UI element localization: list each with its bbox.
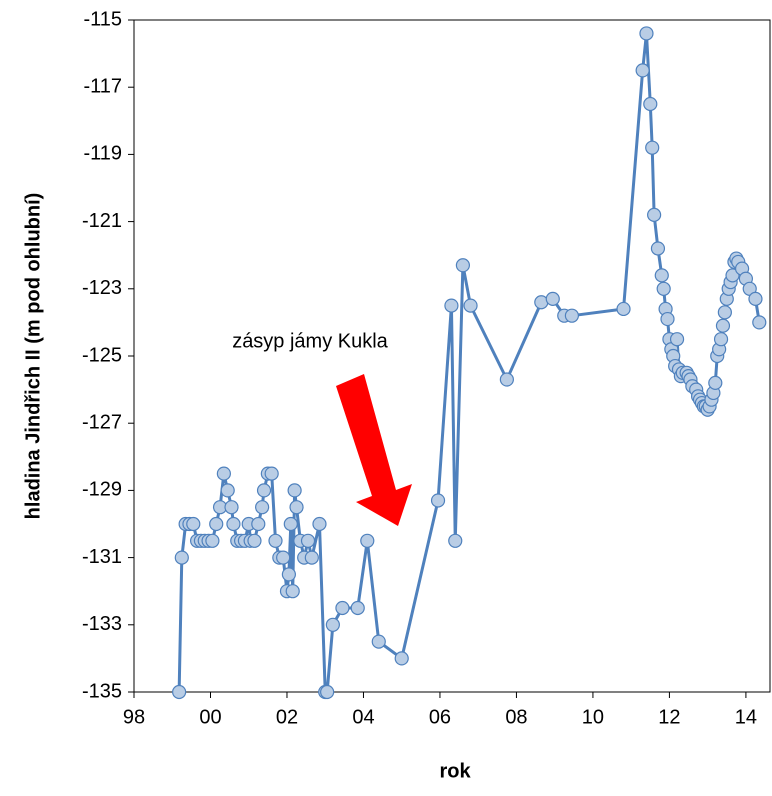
y-tick-label: -121 [82, 210, 122, 232]
y-tick-label: -115 [83, 8, 122, 30]
marker [209, 516, 224, 532]
marker [499, 372, 514, 387]
marker [639, 26, 654, 41]
marker [186, 516, 201, 532]
marker [650, 241, 666, 256]
marker [320, 684, 335, 700]
marker [174, 550, 189, 565]
marker [444, 298, 459, 313]
y-tick-label: -119 [83, 143, 122, 165]
marker [394, 651, 409, 666]
marker [647, 207, 662, 222]
marker [713, 332, 729, 347]
marker [430, 493, 446, 508]
y-tick-label: -133 [82, 613, 122, 635]
marker [304, 550, 319, 565]
marker [226, 516, 241, 532]
marker [463, 298, 478, 313]
marker [669, 332, 685, 347]
marker [251, 516, 266, 532]
marker [748, 291, 763, 306]
marker [224, 500, 239, 515]
marker [285, 584, 300, 599]
y-tick-label: -127 [82, 411, 122, 433]
marker [715, 318, 731, 333]
marker [220, 483, 235, 498]
marker [300, 533, 316, 548]
marker [752, 315, 767, 330]
x-tick-label: 98 [123, 706, 145, 728]
marker [545, 291, 560, 306]
y-tick-label: -131 [82, 546, 122, 568]
y-tick-label: -135 [82, 680, 122, 702]
marker [281, 567, 296, 582]
marker [360, 533, 375, 548]
arrow [336, 374, 412, 526]
x-tick-label: 08 [505, 706, 527, 728]
marker [455, 258, 470, 273]
y-tick-label: -117 [83, 75, 122, 97]
x-tick-label: 10 [582, 706, 604, 728]
y-tick-label: -123 [82, 277, 122, 299]
x-tick-label: 02 [276, 706, 298, 728]
marker [205, 533, 220, 548]
marker [371, 634, 386, 649]
marker [564, 308, 579, 323]
marker [264, 466, 279, 481]
marker [256, 483, 272, 498]
marker [645, 140, 660, 155]
y-tick-label: -129 [82, 479, 122, 501]
annotation: zásyp jámy Kukla [232, 330, 388, 352]
marker [247, 533, 262, 548]
marker [635, 63, 650, 78]
x-tick-label: 06 [429, 706, 451, 728]
marker [276, 550, 291, 565]
x-tick-label: 00 [199, 706, 221, 728]
x-tick-label: 12 [658, 706, 680, 728]
marker [335, 600, 350, 616]
marker [312, 516, 327, 532]
marker [216, 466, 231, 481]
marker [448, 533, 463, 548]
x-tick-label: 04 [352, 706, 374, 728]
marker [172, 684, 187, 700]
y-tick-label: -125 [82, 344, 122, 366]
marker [289, 500, 304, 515]
marker [725, 268, 740, 283]
marker [708, 375, 723, 390]
marker [255, 500, 270, 515]
marker [660, 311, 675, 327]
marker [654, 268, 669, 283]
marker [283, 516, 298, 532]
x-tick-label: 14 [735, 706, 757, 728]
marker [287, 483, 302, 498]
marker [643, 96, 658, 112]
marker [656, 281, 671, 296]
marker [350, 600, 365, 616]
marker [325, 617, 340, 632]
marker [616, 301, 631, 317]
marker [717, 305, 732, 320]
marker [268, 533, 283, 548]
x-axis-label: rok [439, 760, 471, 782]
y-axis-label: hladina Jindřich II (m pod ohlubní) [22, 193, 44, 520]
